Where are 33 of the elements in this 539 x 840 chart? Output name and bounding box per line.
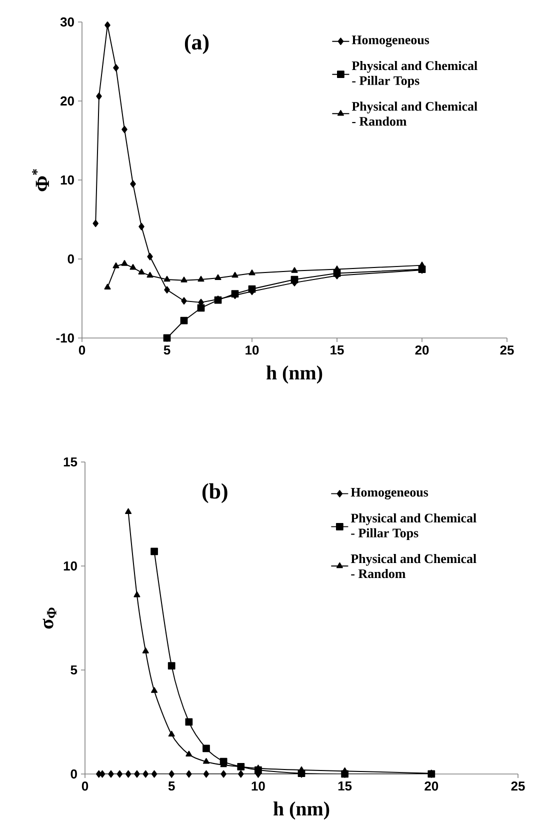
- x-tick-label: 10: [252, 782, 265, 791]
- y-tick-label: 10: [64, 561, 77, 571]
- x-tick-label: 25: [500, 346, 514, 355]
- y-tick-label: 30: [60, 17, 74, 27]
- x-tick-label: 20: [415, 346, 429, 355]
- x-tick-label: 5: [164, 346, 170, 355]
- x-axis-title: h (nm): [266, 366, 322, 384]
- x-tick-label: 5: [168, 782, 175, 791]
- y-tick-label: 15: [64, 457, 78, 467]
- x-tick-label: 15: [330, 346, 344, 355]
- legend-label: Physical and Chemical - Random: [352, 102, 478, 126]
- x-tick-label: 20: [424, 782, 438, 791]
- x-axis-title: h (nm): [273, 802, 330, 820]
- y-tick-label: 5: [70, 665, 78, 675]
- y-tick-label: 0: [70, 769, 77, 779]
- legend-label: Homogeneous: [352, 36, 430, 47]
- y-axis-title: Φ$^{*}$: [32, 169, 49, 192]
- y-tick-label: 0: [68, 254, 74, 264]
- annotation: (a): [184, 34, 209, 54]
- legend-label: Physical and Chemical - Random: [350, 554, 476, 578]
- x-tick-label: 25: [511, 782, 525, 791]
- x-tick-label: 0: [78, 346, 86, 355]
- legend-label: Physical and Chemical - Pillar Tops: [350, 513, 476, 540]
- legend-label: Homogeneous: [350, 488, 428, 500]
- y-tick-label: -10: [56, 333, 74, 343]
- y-axis-title: σ$_{Φ}$: [42, 608, 56, 629]
- x-tick-label: 15: [338, 782, 352, 791]
- annotation: (b): [202, 483, 228, 504]
- y-tick-label: 10: [60, 175, 74, 185]
- legend-label: Physical and Chemical - Pillar Tops: [352, 60, 478, 88]
- x-tick-label: 0: [82, 782, 88, 791]
- y-tick-label: 20: [60, 96, 74, 106]
- x-tick-label: 10: [246, 346, 259, 355]
